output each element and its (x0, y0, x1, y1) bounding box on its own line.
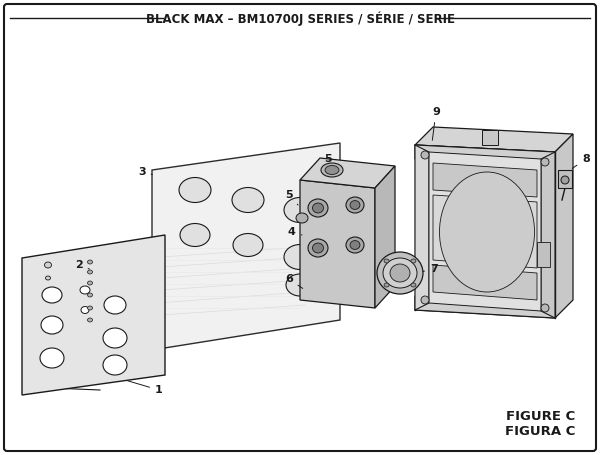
Ellipse shape (325, 166, 339, 175)
Polygon shape (537, 242, 550, 267)
Ellipse shape (346, 197, 364, 213)
Text: 7: 7 (423, 264, 438, 274)
Ellipse shape (40, 348, 64, 368)
Ellipse shape (350, 201, 360, 209)
Ellipse shape (346, 237, 364, 253)
Polygon shape (482, 130, 498, 145)
Ellipse shape (411, 259, 416, 263)
Polygon shape (415, 145, 429, 310)
Polygon shape (433, 265, 537, 300)
Text: 2: 2 (75, 260, 89, 270)
Text: FIGURA C: FIGURA C (505, 425, 575, 438)
Polygon shape (375, 166, 395, 308)
Polygon shape (22, 235, 165, 395)
Ellipse shape (541, 158, 549, 166)
Ellipse shape (541, 304, 549, 312)
Ellipse shape (46, 276, 50, 280)
Text: 5: 5 (285, 190, 298, 205)
Ellipse shape (103, 328, 127, 348)
Ellipse shape (439, 172, 535, 292)
Polygon shape (300, 180, 375, 308)
Ellipse shape (384, 283, 389, 287)
Text: FIGURE C: FIGURE C (506, 410, 575, 423)
FancyBboxPatch shape (4, 4, 596, 451)
Ellipse shape (308, 199, 328, 217)
Ellipse shape (44, 262, 52, 268)
Ellipse shape (284, 197, 316, 222)
Ellipse shape (233, 233, 263, 257)
Ellipse shape (411, 283, 416, 287)
Polygon shape (415, 296, 555, 318)
Text: 1: 1 (128, 381, 163, 395)
Ellipse shape (180, 223, 210, 247)
Polygon shape (415, 145, 555, 166)
Ellipse shape (42, 287, 62, 303)
Ellipse shape (350, 241, 360, 249)
Ellipse shape (179, 177, 211, 202)
Ellipse shape (286, 274, 314, 296)
Ellipse shape (103, 355, 127, 375)
Ellipse shape (383, 258, 417, 288)
Text: 9: 9 (432, 107, 440, 140)
Ellipse shape (41, 316, 63, 334)
Ellipse shape (88, 306, 92, 310)
Ellipse shape (80, 286, 90, 294)
Ellipse shape (421, 296, 429, 304)
Polygon shape (152, 143, 340, 350)
Ellipse shape (88, 281, 92, 285)
Text: 4: 4 (288, 227, 302, 237)
Ellipse shape (88, 260, 92, 264)
Ellipse shape (81, 307, 89, 313)
Ellipse shape (313, 203, 323, 213)
Text: 5: 5 (324, 154, 332, 168)
Ellipse shape (377, 252, 423, 294)
Text: 8: 8 (572, 154, 590, 168)
Polygon shape (541, 152, 555, 318)
Ellipse shape (321, 163, 343, 177)
Ellipse shape (384, 259, 389, 263)
Polygon shape (415, 127, 573, 152)
Polygon shape (555, 134, 573, 318)
Polygon shape (300, 158, 395, 188)
Text: 3: 3 (138, 167, 152, 177)
Text: BLACK MAX – BM10700J SERIES / SÉRIE / SERIE: BLACK MAX – BM10700J SERIES / SÉRIE / SE… (146, 12, 455, 26)
Ellipse shape (232, 187, 264, 212)
Ellipse shape (313, 243, 323, 253)
Ellipse shape (88, 270, 92, 274)
Polygon shape (433, 163, 537, 197)
Ellipse shape (88, 318, 92, 322)
Text: 6: 6 (285, 274, 303, 288)
Ellipse shape (308, 239, 328, 257)
Polygon shape (558, 170, 572, 188)
Ellipse shape (561, 176, 569, 184)
Ellipse shape (421, 151, 429, 159)
Ellipse shape (88, 293, 92, 297)
Ellipse shape (104, 296, 126, 314)
Polygon shape (429, 152, 541, 311)
Polygon shape (433, 195, 537, 268)
Ellipse shape (390, 264, 410, 282)
Ellipse shape (284, 244, 316, 269)
Ellipse shape (296, 213, 308, 223)
